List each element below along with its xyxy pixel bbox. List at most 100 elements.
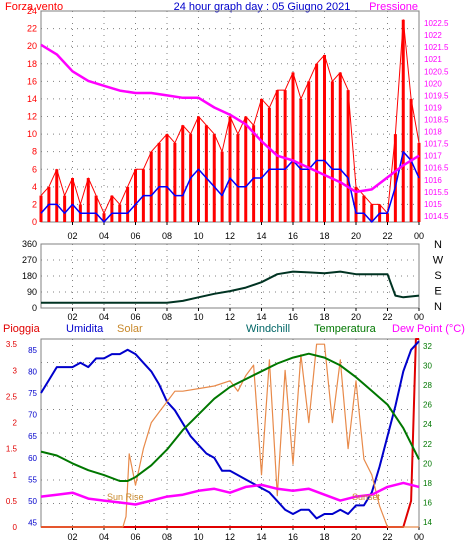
- x-tick-label: 18: [319, 532, 329, 542]
- x-tick-label: 02: [67, 231, 77, 241]
- pressure-tick-label: 1020: [424, 79, 442, 88]
- temperature-legend: Temperatura: [314, 323, 377, 335]
- solar-legend: Solar: [117, 323, 143, 335]
- temperature-tick-label: 22: [423, 440, 432, 449]
- wind-tick-label: 8: [32, 147, 37, 157]
- wind-pressure-series: [39, 19, 421, 223]
- temperature-tick-label: 28: [423, 381, 432, 390]
- direction-plot-grid: [41, 244, 419, 308]
- rain-series: [41, 338, 419, 528]
- dewpoint-series: [40, 481, 420, 506]
- humidity-tick-label: 60: [28, 454, 37, 463]
- rain-tick-label: 0.5: [6, 497, 18, 506]
- humidity-tick-label: 50: [28, 497, 37, 506]
- x-tick-label: 20: [351, 231, 361, 241]
- direction-tick-label: 180: [22, 271, 37, 281]
- x-tick-label: 22: [382, 532, 392, 542]
- wind-time-axis-ticks: 02 04 06 08 10 12 14 16 18 20 22 00: [67, 222, 424, 241]
- humidity-tick-label: 70: [28, 411, 37, 420]
- pressure-tick-label: 1019.5: [424, 91, 449, 100]
- pressure-tick-label: 1016.5: [424, 164, 449, 173]
- x-tick-label: 02: [67, 532, 77, 542]
- rain-tick-label: 0: [13, 523, 18, 532]
- sunset-annotation: Sunset: [352, 492, 381, 502]
- compass-label: N: [434, 239, 442, 251]
- wind-tick-label: 18: [27, 59, 37, 69]
- direction-axis-ticks: 0 90 180 270 360: [22, 239, 37, 313]
- pressure-tick-label: 1021.5: [424, 43, 449, 52]
- wind-tick-label: 20: [27, 41, 37, 51]
- direction-tick-label: 360: [22, 239, 37, 249]
- wind-tick-label: 24: [27, 6, 37, 16]
- direction-time-axis-ticks: 02 04 06 08 10 12 14 16 18 20 22 00: [67, 308, 424, 322]
- humidity-tick-label: 75: [28, 389, 37, 398]
- pressure-tick-label: 1015.5: [424, 188, 449, 197]
- dewpoint-legend: Dew Point (°C): [392, 323, 465, 335]
- x-tick-label: 20: [351, 312, 361, 322]
- rain-tick-label: 3: [13, 366, 18, 375]
- rain-axis-label: Pioggia: [3, 323, 41, 335]
- x-tick-label: 10: [193, 231, 203, 241]
- humidity-legend: Umidita: [66, 323, 104, 335]
- pressure-tick-label: 1014.5: [424, 212, 449, 221]
- wind-pressure-chart: Forza vento 24 hour graph day : 05 Giugn…: [5, 1, 449, 241]
- humidity-axis-ticks: 45 50 55 60 65 70 75 80 85: [28, 346, 37, 528]
- windchill-legend: Windchill: [246, 323, 290, 335]
- pressure-tick-label: 1020.5: [424, 67, 449, 76]
- x-tick-label: 00: [414, 312, 424, 322]
- temperature-series: [40, 352, 420, 482]
- wind-series-line: [40, 19, 420, 214]
- temperature-tick-label: 14: [423, 518, 432, 527]
- x-tick-label: 12: [225, 312, 235, 322]
- pressure-series: [40, 43, 420, 194]
- climate-chart: Pioggia Umidita Solar Windchill Temperat…: [3, 323, 465, 542]
- direction-series: [41, 270, 420, 304]
- pressure-tick-label: 1017: [424, 152, 442, 161]
- temperature-tick-label: 18: [423, 479, 432, 488]
- temperature-tick-label: 16: [423, 499, 432, 508]
- x-tick-label: 10: [193, 532, 203, 542]
- x-tick-label: 22: [382, 231, 392, 241]
- temperature-tick-label: 32: [423, 342, 432, 351]
- humidity-series: [40, 340, 420, 520]
- humidity-tick-label: 85: [28, 346, 37, 355]
- x-tick-label: 06: [130, 312, 140, 322]
- x-tick-label: 06: [130, 532, 140, 542]
- x-tick-label: 08: [162, 231, 172, 241]
- x-tick-label: 04: [99, 532, 109, 542]
- pressure-tick-label: 1015: [424, 200, 442, 209]
- compass-label: S: [434, 270, 441, 282]
- x-tick-label: 20: [351, 532, 361, 542]
- direction-tick-label: 90: [27, 287, 37, 297]
- x-tick-label: 06: [130, 231, 140, 241]
- wind-tick-label: 0: [32, 217, 37, 227]
- x-tick-label: 14: [256, 532, 266, 542]
- pressure-tick-label: 1018: [424, 128, 442, 137]
- climate-time-axis-ticks: 02 04 06 08 10 12 14 16 18 20 22 00: [67, 527, 424, 542]
- wind-axis-label: Forza vento: [5, 1, 63, 13]
- wind-tick-label: 4: [32, 182, 37, 192]
- compass-label: W: [433, 255, 444, 267]
- temperature-tick-label: 20: [423, 459, 432, 468]
- humidity-tick-label: 55: [28, 475, 37, 484]
- x-tick-label: 08: [162, 532, 172, 542]
- temperature-tick-label: 30: [423, 361, 432, 370]
- pressure-tick-label: 1022.5: [424, 19, 449, 28]
- x-tick-label: 12: [225, 231, 235, 241]
- x-tick-label: 08: [162, 312, 172, 322]
- x-tick-label: 16: [288, 312, 298, 322]
- pressure-tick-label: 1021: [424, 55, 442, 64]
- x-tick-label: 00: [414, 532, 424, 542]
- x-tick-label: 00: [414, 231, 424, 241]
- wind-direction-series: [41, 270, 420, 304]
- sunrise-annotation: Sun Rise: [107, 492, 144, 502]
- x-tick-label: 18: [319, 312, 329, 322]
- direction-tick-label: 270: [22, 255, 37, 265]
- rain-tick-label: 1.5: [6, 445, 18, 454]
- pressure-axis-label: Pressione: [369, 1, 418, 13]
- compass-label: N: [434, 301, 442, 313]
- humidity-tick-label: 45: [28, 519, 37, 528]
